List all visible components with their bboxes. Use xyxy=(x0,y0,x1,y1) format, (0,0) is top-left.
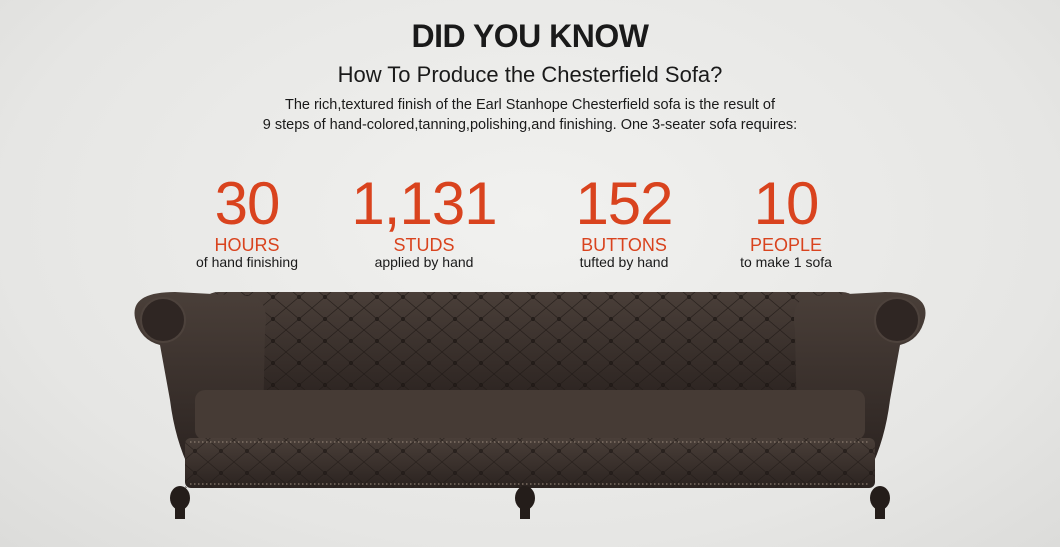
description-line: 9 steps of hand-colored,tanning,polishin… xyxy=(262,117,798,133)
sofa xyxy=(134,292,926,519)
stat-unit: HOURS xyxy=(214,235,280,255)
description-line: The rich,textured finish of the Earl Sta… xyxy=(284,97,776,113)
stat-unit: BUTTONS xyxy=(581,235,667,255)
stat-caption: applied by hand xyxy=(374,254,474,270)
stat-number: 152 xyxy=(575,170,673,237)
stat-caption: tufted by hand xyxy=(579,254,669,270)
headline: DID YOU KNOW xyxy=(411,18,649,54)
stat-caption: to make 1 sofa xyxy=(740,254,832,270)
stat-unit: PEOPLE xyxy=(749,235,823,255)
stat-caption: of hand finishing xyxy=(196,254,298,270)
stat-buttons: 152 BUTTONS tufted by hand xyxy=(524,170,724,271)
sofa-seat-cushion xyxy=(195,390,865,440)
description: The rich,textured finish of the Earl Sta… xyxy=(0,95,1060,135)
subtitle: How To Produce the Chesterfield Sofa? xyxy=(337,62,723,87)
stat-unit: STUDS xyxy=(393,235,455,255)
stat-people: 10 PEOPLE to make 1 sofa xyxy=(686,170,886,271)
stat-number: 1,131 xyxy=(351,170,497,237)
stat-number: 30 xyxy=(214,170,281,237)
stat-studs: 1,131 STUDS applied by hand xyxy=(324,170,524,271)
stat-hours: 30 HOURS of hand finishing xyxy=(147,170,347,271)
sofa-legs xyxy=(170,486,890,519)
stat-number: 10 xyxy=(753,170,820,237)
